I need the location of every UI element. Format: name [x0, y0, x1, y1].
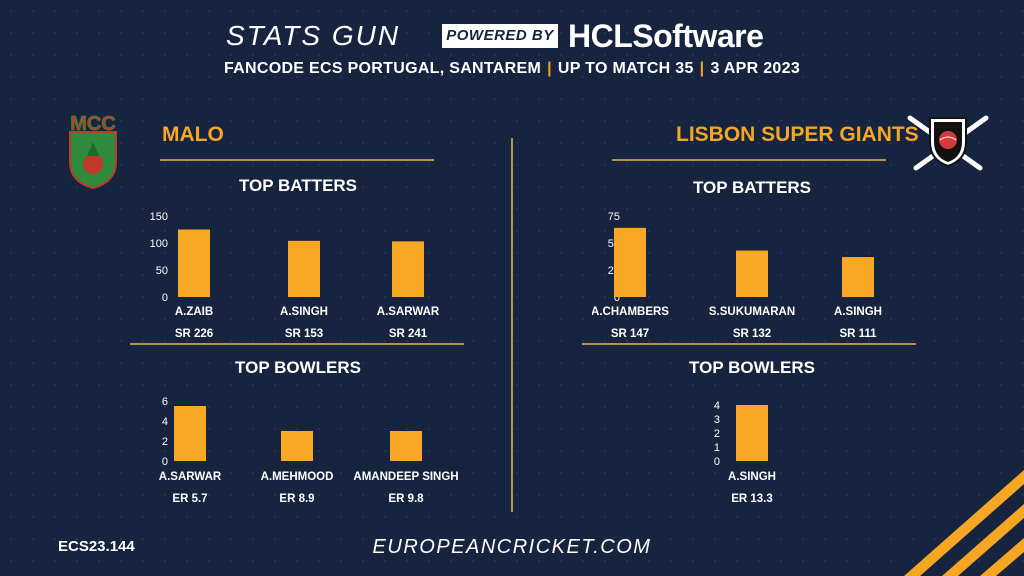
lisbon-team-logo: [907, 115, 989, 171]
y-tick-label: 0: [714, 456, 720, 468]
stat-label: SR 226: [175, 328, 213, 340]
graphic-code: ECS23.144: [58, 538, 135, 555]
y-tick-label: 2: [714, 428, 720, 440]
bar-a-mehmood: [281, 431, 313, 461]
website-link[interactable]: EUROPEANCRICKET.COM: [372, 536, 652, 558]
y-tick-label: 50: [156, 265, 168, 277]
category-label: A.SINGH: [280, 306, 328, 318]
category-label: AMANDEEP SINGH: [353, 471, 458, 483]
bar-s-sukumaran: [736, 250, 768, 297]
stat-label: SR 111: [839, 328, 877, 340]
malo-bowlers-chart: 0 2 4 6 A.SARWAR ER 5.7 A.MEHMOOD ER 8.9 AMANDEE…: [159, 396, 459, 505]
lisbon-bowlers-chart: 0 1 2 3 4 A.SINGH ER 13.3: [714, 400, 776, 505]
center-divider: [511, 138, 513, 512]
section-divider-right: [582, 343, 916, 345]
bar-a-zaib: [178, 229, 210, 297]
y-tick-label: 100: [150, 238, 168, 250]
y-tick-label: 3: [714, 414, 720, 426]
y-tick-label: 150: [150, 211, 168, 223]
malo-top-bowlers-title: TOP BOWLERS: [235, 358, 361, 377]
bar-a-singh: [842, 257, 874, 297]
event-date: 3 APR 2023: [710, 60, 801, 77]
category-label: A.CHAMBERS: [592, 306, 669, 318]
team-underline-left: [160, 159, 434, 161]
y-tick-label: 4: [162, 416, 168, 428]
stat-label: SR 153: [285, 328, 323, 340]
lisbon-top-batters-title: TOP BATTERS: [692, 178, 812, 197]
bar-a-chambers: [614, 227, 646, 297]
stat-label: SR 147: [611, 328, 649, 340]
y-tick-label: 6: [162, 396, 168, 408]
category-label: A.SINGH: [728, 471, 776, 483]
stat-label: ER 5.7: [172, 493, 207, 505]
event-name: FANCODE ECS PORTUGAL, SANTAREM: [223, 60, 542, 77]
brand-header: STATS GUN POWERED BY HCLSoftware: [0, 18, 1024, 58]
category-label: A.SARWAR: [377, 306, 440, 318]
bar-amandeep-singh: [390, 431, 422, 461]
category-label: S.SUKUMARAN: [709, 306, 795, 318]
stat-label: ER 9.8: [388, 493, 424, 505]
category-label: A.ZAIB: [175, 306, 213, 318]
bar-a-sarwar: [392, 241, 424, 297]
bar-a-sarwar: [174, 406, 206, 461]
hcl-software-logo: HCLSoftware: [568, 18, 764, 54]
team-underline-right: [612, 159, 886, 161]
section-divider-left: [130, 343, 464, 345]
y-tick-label: 1: [714, 442, 720, 454]
stat-label: ER 13.3: [731, 493, 773, 505]
category-label: A.SARWAR: [159, 471, 222, 483]
stats-gun-logo: STATS GUN: [226, 20, 401, 51]
bar-a-singh: [288, 240, 320, 297]
separator: |: [547, 60, 552, 77]
stat-label: SR 132: [733, 328, 771, 340]
event-subheading: FANCODE ECS PORTUGAL, SANTAREM | UP TO MAT…: [0, 60, 1024, 78]
y-tick-label: 75: [608, 211, 620, 223]
malo-top-batters-title: TOP BATTERS: [238, 176, 358, 195]
malo-team-logo: MCC: [69, 113, 117, 190]
y-tick-label: 0: [162, 456, 168, 468]
malo-batters-chart: 0 50 100 150 A.ZAIB SR 226 A.SINGH SR 153 A.SARW…: [150, 211, 440, 340]
category-label: A.SINGH: [834, 306, 882, 318]
match-range: UP TO MATCH 35: [557, 60, 694, 77]
y-tick-label: 0: [614, 292, 620, 304]
lisbon-top-bowlers-title: TOP BOWLERS: [689, 358, 815, 377]
category-label: A.MEHMOOD: [261, 471, 334, 483]
powered-by-badge: POWERED BY: [442, 24, 558, 48]
team-name-malo: MALO: [162, 123, 224, 146]
y-tick-label: 0: [162, 292, 168, 304]
stat-label: ER 8.9: [279, 493, 314, 505]
y-tick-label: 4: [714, 400, 720, 412]
separator: |: [699, 60, 705, 77]
bar-a-singh: [736, 405, 768, 461]
team-name-lisbon: LISBON SUPER GIANTS: [676, 123, 919, 146]
stat-label: SR 241: [389, 328, 428, 340]
y-tick-label: 2: [162, 436, 168, 448]
logo-text: MCC: [70, 113, 116, 135]
decorative-stripes: [904, 470, 1024, 576]
